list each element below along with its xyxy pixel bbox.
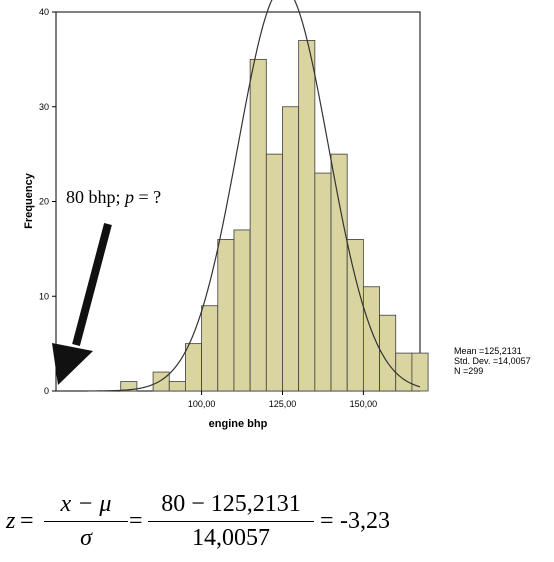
formula-equals-2: = [129, 508, 143, 534]
stats-std-dev: Std. Dev. =14,0057 [454, 356, 531, 366]
p-symbol: p [125, 187, 135, 207]
histogram-bar-8 [201, 305, 219, 392]
annotation-label: 80 bhp; p = ? [66, 187, 162, 207]
formula-fraction-1: x − μ σ [44, 491, 128, 552]
formula-result: -3,23 [340, 508, 390, 534]
y-tick-label-4: 40 [39, 7, 49, 17]
fraction-2-bar [148, 521, 314, 522]
histogram-bar-6 [168, 381, 186, 392]
formula-fraction-2: 80 − 125,2131 14,0057 [148, 491, 314, 552]
stats-mean: Mean =125,2131 [454, 346, 522, 356]
x-axis-title: engine bhp [209, 418, 268, 430]
y-tick-label-1: 10 [39, 291, 49, 301]
formula-z: z [6, 508, 16, 534]
histogram-bar-10 [233, 229, 251, 392]
fraction-1-bar [44, 521, 128, 522]
formula-equals-1: = [20, 508, 34, 534]
histogram-bar-3 [120, 381, 138, 392]
fraction-1-denominator: σ [80, 525, 92, 551]
histogram-bars [120, 40, 429, 392]
x-tick-label-0: 100,00 [188, 399, 216, 409]
y-tick-label-0: 0 [44, 386, 49, 396]
y-axis-ticks: 0 10 20 30 40 [39, 7, 56, 396]
histogram-bar-21 [411, 352, 429, 392]
annotation-arrow [52, 222, 112, 385]
x-tick-label-2: 150,00 [350, 399, 378, 409]
histogram-bar-11 [249, 58, 267, 392]
stats-box: Mean =125,2131 Std. Dev. =14,0057 N =299 [454, 346, 531, 376]
histogram-bar-7 [185, 343, 202, 392]
fraction-1-numerator: x − μ [60, 491, 112, 517]
histogram-bar-16 [330, 153, 348, 392]
fraction-2-numerator: 80 − 125,2131 [161, 491, 301, 517]
histogram-bar-12 [265, 153, 283, 392]
stats-n: N =299 [454, 366, 484, 376]
y-tick-label-3: 30 [39, 102, 49, 112]
histogram-bar-13 [282, 106, 300, 392]
histogram-bar-15 [314, 172, 332, 392]
fraction-2-denominator: 14,0057 [192, 525, 270, 551]
y-axis-title: Frequency [23, 172, 35, 229]
formula-equals-3: = [320, 508, 334, 534]
normal-curve [56, 0, 421, 392]
x-axis-ticks: 100,00 125,00 150,00 [188, 391, 377, 409]
histogram-bar-5 [152, 371, 170, 392]
histogram-bar-17 [346, 238, 364, 392]
histogram-bar-20 [395, 352, 413, 392]
histogram-bar-9 [217, 238, 235, 392]
histogram-bar-18 [362, 286, 380, 392]
histogram-bar-14 [298, 40, 316, 392]
y-tick-label-2: 20 [39, 197, 49, 207]
x-tick-label-1: 125,00 [269, 399, 297, 409]
